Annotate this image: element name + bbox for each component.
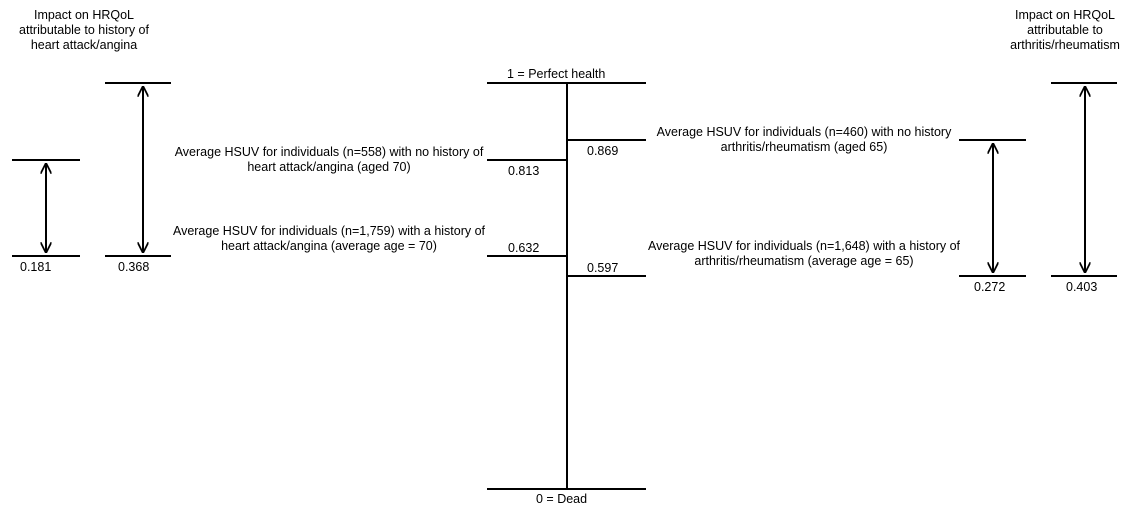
arthritis-history-value: 0.597 bbox=[587, 261, 619, 275]
axis-top-label: 1 = Perfect health bbox=[507, 67, 606, 81]
right-impact-short-value: 0.272 bbox=[974, 280, 1006, 294]
left-impact-long-value: 0.368 bbox=[118, 260, 150, 274]
heart-no-history-text: Average HSUV for individuals (n=558) wit… bbox=[174, 145, 484, 174]
right-impact-long-value: 0.403 bbox=[1066, 280, 1098, 294]
arthritis-no-history-value: 0.869 bbox=[587, 144, 619, 158]
heart-history-text: Average HSUV for individuals (n=1,759) w… bbox=[172, 224, 486, 253]
left-impact-title: Impact on HRQoL attributable to history … bbox=[19, 8, 149, 52]
arthritis-no-history-text: Average HSUV for individuals (n=460) wit… bbox=[656, 125, 952, 154]
right-impact-title: Impact on HRQoL attributable to arthriti… bbox=[1010, 8, 1120, 52]
heart-history-value: 0.632 bbox=[508, 241, 540, 255]
arthritis-history-text: Average HSUV for individuals (n=1,648) w… bbox=[647, 239, 961, 268]
left-impact-short-value: 0.181 bbox=[20, 260, 52, 274]
axis-bottom-label: 0 = Dead bbox=[536, 492, 588, 506]
heart-no-history-value: 0.813 bbox=[508, 164, 540, 178]
